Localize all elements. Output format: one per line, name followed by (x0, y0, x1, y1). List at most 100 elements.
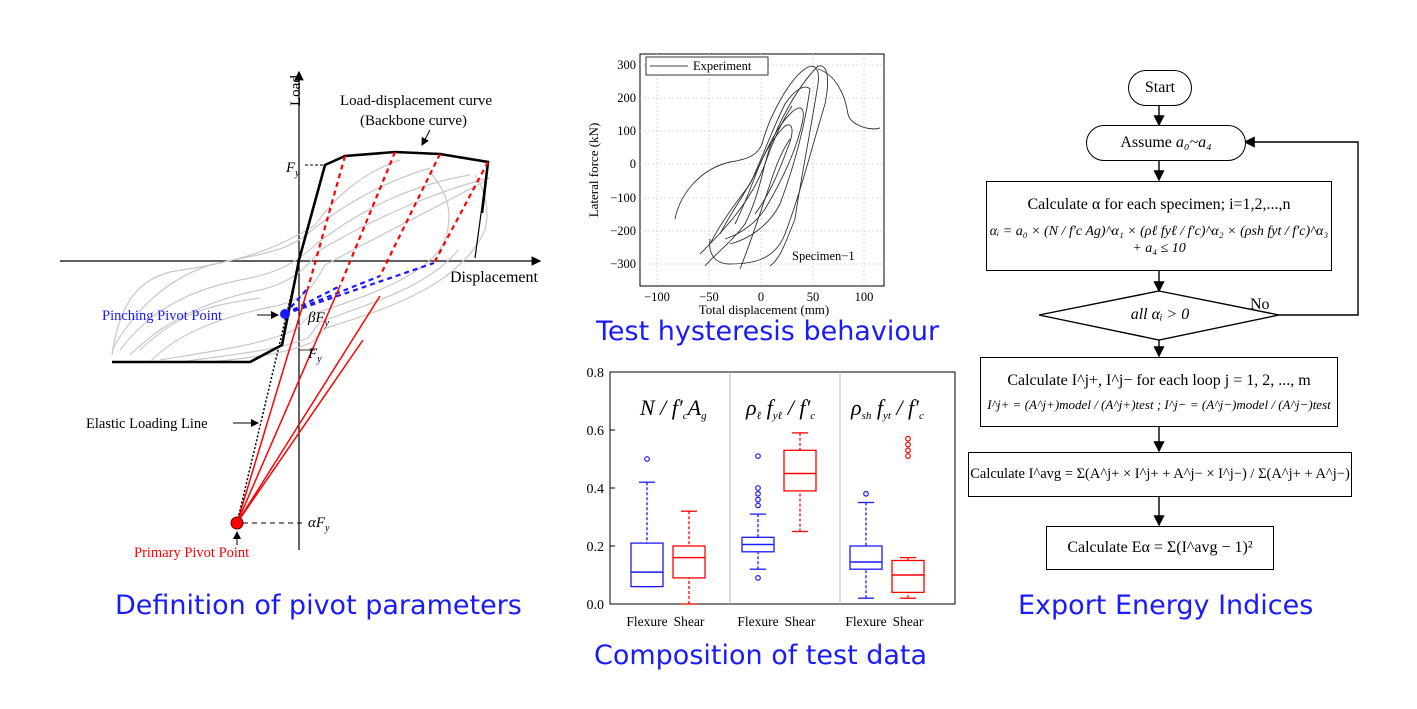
pinching-pivot-point (280, 309, 290, 319)
hysteresis-legend-label: Experiment (693, 59, 752, 73)
group-title-trans: ρsh fyt / f′c (850, 395, 924, 422)
outlier-point (905, 453, 911, 459)
primary-pivot-lines (236, 285, 381, 524)
svg-text:100: 100 (617, 124, 636, 138)
boxplot-panel: 0.8 0.6 0.4 0.2 0.0 Flexure Shear Flexure Shear… (560, 360, 960, 635)
unloading-lines (306, 151, 489, 289)
outlier-point (905, 447, 911, 454)
axis-displacement-label: Displacement (450, 269, 539, 286)
boxplot-chart: 0.8 0.6 0.4 0.2 0.0 Flexure Shear Flexure Shear… (587, 366, 956, 629)
x-category-label: Shear (893, 614, 924, 629)
backbone-label-2: (Backbone curve) (360, 113, 467, 129)
svg-text:50: 50 (807, 290, 820, 304)
box-iqr (630, 542, 664, 588)
flowchart-connectors (1038, 105, 1359, 527)
box-flexure (630, 456, 664, 588)
svg-text:−100: −100 (610, 191, 636, 205)
svg-text:100: 100 (855, 290, 874, 304)
pivot-diagram-panel: Load Displacement F (50, 50, 560, 590)
hysteresis-loops (111, 159, 491, 363)
x-category-label: Shear (674, 614, 705, 629)
outlier-point (905, 435, 911, 442)
y-tick-label: 0.4 (587, 482, 605, 497)
hysteresis-ylabel: Lateral force (kN) (586, 123, 601, 218)
hysteresis-xlabel: Total displacement (mm) (699, 302, 830, 317)
start-node: Start (1128, 70, 1192, 106)
group-title-long: ρℓ fyℓ / f′c (745, 395, 815, 422)
box-shear (672, 510, 706, 605)
hysteresis-specimen-label: Specimen−1 (792, 249, 855, 263)
outlier-point (755, 485, 761, 491)
calc-avg-node: Calculate I^avg = Σ(A^j+ × I^j+ + A^j− ×… (968, 452, 1352, 497)
assume-node: Assume a₀~a₄ (1086, 125, 1246, 161)
svg-text:300: 300 (617, 58, 636, 72)
hysteresis-curve (674, 65, 881, 270)
hysteresis-legend (645, 56, 769, 76)
box-iqr (783, 449, 817, 492)
elastic-label: Elastic Loading Line (86, 416, 208, 432)
alpha-fy-label: αFy (308, 515, 330, 534)
box-shear (891, 435, 925, 599)
box-iqr (849, 545, 883, 570)
calc-index-node: Calculate I^j+, I^j− for each loop j = 1… (980, 357, 1338, 427)
calc-alpha-title: Calculate α for each specimen; i=1,2,...… (1027, 195, 1291, 213)
svg-text:−300: −300 (610, 257, 636, 271)
calc-avg-label: Calculate I^avg = Σ(A^j+ × I^j+ + A^j− ×… (970, 466, 1350, 483)
outlier-point (755, 502, 761, 509)
box-flexure (849, 490, 883, 599)
svg-text:200: 200 (617, 91, 636, 105)
decision-text: all αᵢ > 0 (1130, 306, 1190, 323)
boxplot-group-titles: N / f′cAg ρℓ fyℓ / f′c ρsh fyt / f′c (639, 395, 924, 422)
outlier-point (644, 456, 650, 462)
fy-label: Fy (285, 160, 300, 179)
decision-label: all αᵢ > 0 (1100, 306, 1220, 324)
box-shear (783, 432, 817, 533)
pinching-label: Pinching Pivot Point (102, 308, 222, 324)
y-tick-label: 0.6 (587, 424, 605, 439)
outlier-point (755, 453, 761, 459)
y-tick-label: 0.2 (587, 540, 605, 555)
beta-fy-label: βFy (307, 310, 330, 329)
caption-energy: Export Energy Indices (1018, 590, 1314, 621)
x-category-label: Flexure (626, 614, 667, 629)
box-iqr (891, 559, 925, 594)
x-category-label: Flexure (845, 614, 886, 629)
calc-index-title: Calculate I^j+, I^j− for each loop j = 1… (1007, 371, 1311, 389)
outlier-point (905, 441, 911, 448)
caption-hysteresis: Test hysteresis behaviour (596, 316, 940, 347)
flowchart-panel: Start Assume a₀~a₄ Calculate α for each … (960, 60, 1380, 600)
hysteresis-xticks: −100 −50 0 50 100 (644, 290, 873, 304)
box-flexure (741, 453, 775, 581)
y-tick-label: 0.8 (587, 366, 605, 381)
calc-energy-label: Calculate Eα = Σ(I^avg − 1)² (1067, 539, 1253, 556)
assume-label: Assume a₀~a₄ (1120, 134, 1212, 151)
calc-alpha-node: Calculate α for each specimen; i=1,2,...… (986, 181, 1332, 271)
calc-alpha-formula: αᵢ = a₀ × (N / f′c Ag)^α₁ × (ρℓ fyℓ / f′… (989, 223, 1329, 257)
elastic-loading-line (236, 261, 300, 524)
start-label: Start (1144, 79, 1176, 96)
svg-text:0: 0 (630, 157, 636, 171)
x-category-label: Flexure (737, 614, 778, 629)
svg-text:−50: −50 (699, 290, 719, 304)
group-title-axial: N / f′cAg (639, 395, 707, 422)
decision-diamond (1038, 290, 1280, 341)
x-category-label: Shear (785, 614, 816, 629)
backbone-label-1: Load-displacement curve (340, 93, 492, 109)
outlier-point (755, 490, 761, 497)
caption-pivot: Definition of pivot parameters (115, 590, 522, 621)
y-tick-label: 0.0 (587, 598, 605, 613)
pinching-lines (284, 261, 435, 316)
svg-text:0: 0 (758, 290, 764, 304)
hysteresis-yticks: 300 200 100 0 −100 −200 −300 (610, 58, 636, 271)
svg-text:−200: −200 (610, 224, 636, 238)
hysteresis-chart: 300 200 100 0 −100 −200 −300 −100 −50 0 … (586, 53, 885, 317)
outlier-point (863, 490, 869, 497)
box-iqr (672, 545, 706, 579)
hysteresis-panel: 300 200 100 0 −100 −200 −300 −100 −50 0 … (580, 44, 890, 329)
outlier-point (755, 574, 761, 581)
no-label: No (1250, 296, 1270, 313)
svg-text:−100: −100 (644, 290, 670, 304)
fy-negative-label: Fy (307, 346, 322, 365)
outlier-point (755, 496, 761, 503)
pivot-diagram: Load Displacement F (60, 70, 542, 561)
